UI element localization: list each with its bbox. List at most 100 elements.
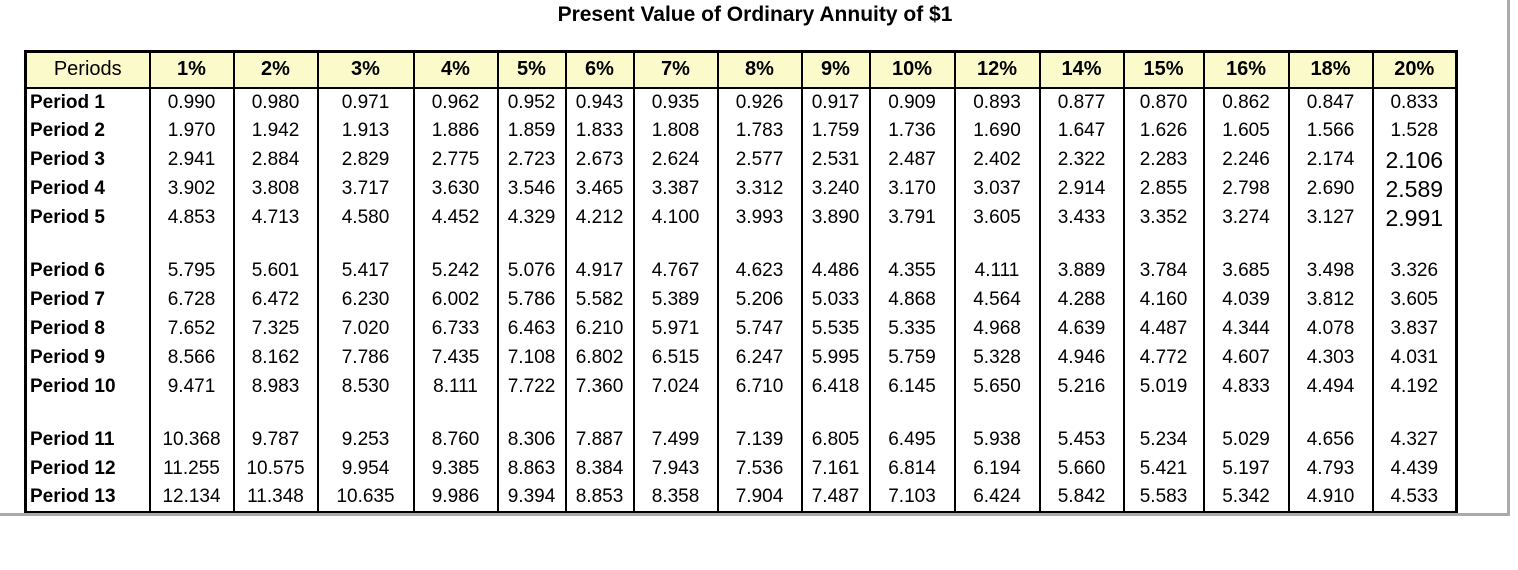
pane-bottom-divider bbox=[0, 513, 1510, 516]
table-cell: 3.433 bbox=[1038, 203, 1125, 233]
table-cell: 3.630 bbox=[412, 174, 499, 204]
table-cell: 6.515 bbox=[632, 343, 719, 373]
column-header-periods: Periods bbox=[24, 50, 151, 89]
annuity-factor-table: Periods 1% 2% 3% 4% 5% 6% 7% 8% 9% 10% 12% 14% 15% 16%… bbox=[24, 50, 1458, 514]
spacer-cell bbox=[232, 232, 319, 257]
table-cell: 1.605 bbox=[1202, 116, 1290, 146]
table-cell: 3.498 bbox=[1287, 256, 1374, 286]
spacer-cell bbox=[953, 232, 1041, 257]
table-cell: 3.240 bbox=[800, 174, 871, 204]
table-cell: 8.358 bbox=[632, 483, 719, 513]
page-title: Present Value of Ordinary Annuity of $1 bbox=[557, 3, 953, 26]
table-cell: 1.913 bbox=[316, 116, 415, 146]
table-cell: 5.660 bbox=[1038, 454, 1125, 484]
table-cell: 3.784 bbox=[1122, 256, 1205, 286]
row-label: Period 11 bbox=[24, 425, 151, 455]
table-cell: 3.465 bbox=[564, 174, 635, 204]
row-label: Period 5 bbox=[24, 203, 151, 233]
table-cell: 4.580 bbox=[316, 203, 415, 233]
table-cell: 5.417 bbox=[316, 256, 415, 286]
table-cell: 6.424 bbox=[953, 483, 1041, 513]
table-cell: 0.877 bbox=[1038, 87, 1125, 117]
table-cell: 4.853 bbox=[148, 203, 235, 233]
table-cell: 7.360 bbox=[564, 372, 635, 402]
table-cell: 6.194 bbox=[953, 454, 1041, 484]
table-cell: 4.494 bbox=[1287, 372, 1374, 402]
table-row: Period 5 4.853 4.713 4.580 4.452 4.329 4.212 4.… bbox=[24, 203, 1458, 233]
table-cell: 6.710 bbox=[716, 372, 803, 402]
row-label: Period 7 bbox=[24, 285, 151, 315]
spacer-cell bbox=[148, 232, 235, 257]
table-cell: 5.650 bbox=[953, 372, 1041, 402]
spacer-cell bbox=[564, 401, 635, 426]
table-cell: 8.111 bbox=[412, 372, 499, 402]
table-cell: 1.647 bbox=[1038, 116, 1125, 146]
spacer-cell bbox=[1038, 401, 1125, 426]
header-row: Periods 1% 2% 3% 4% 5% 6% 7% 8% 9% 10% 12% 14% 15% 16%… bbox=[24, 50, 1458, 89]
table-cell: 7.161 bbox=[800, 454, 871, 484]
spacer-cell bbox=[868, 401, 956, 426]
table-cell: 6.230 bbox=[316, 285, 415, 315]
table-cell: 4.772 bbox=[1122, 343, 1205, 373]
table-cell: 3.605 bbox=[953, 203, 1041, 233]
spacer-cell bbox=[632, 401, 719, 426]
spacer-cell bbox=[1122, 401, 1205, 426]
table-cell: 3.791 bbox=[868, 203, 956, 233]
table-cell: 6.728 bbox=[148, 285, 235, 315]
row-label: Period 1 bbox=[24, 87, 151, 117]
column-header: 16% bbox=[1202, 50, 1290, 89]
spacer-cell bbox=[24, 232, 151, 257]
table-cell: 7.108 bbox=[496, 343, 567, 373]
table-cell: 10.368 bbox=[148, 425, 235, 455]
table-cell: 3.170 bbox=[868, 174, 956, 204]
table-row: Period 12 11.255 10.575 9.954 9.385 8.863 8.38… bbox=[24, 454, 1458, 484]
table-cell: 5.995 bbox=[800, 343, 871, 373]
table-cell: 5.076 bbox=[496, 256, 567, 286]
table-cell: 0.917 bbox=[800, 87, 871, 117]
spacer-cell bbox=[412, 232, 499, 257]
table-cell: 7.499 bbox=[632, 425, 719, 455]
table-cell: 5.342 bbox=[1202, 483, 1290, 513]
table-cell: 6.463 bbox=[496, 314, 567, 344]
table-cell: 3.037 bbox=[953, 174, 1041, 204]
table-cell: 7.943 bbox=[632, 454, 719, 484]
table-cell: 9.394 bbox=[496, 483, 567, 513]
table-cell: 4.793 bbox=[1287, 454, 1374, 484]
table-cell: 5.971 bbox=[632, 314, 719, 344]
table-cell: 0.862 bbox=[1202, 87, 1290, 117]
table-cell: 4.486 bbox=[800, 256, 871, 286]
table-cell: 4.564 bbox=[953, 285, 1041, 315]
table-cell: 11.348 bbox=[232, 483, 319, 513]
table-cell: 1.736 bbox=[868, 116, 956, 146]
table-cell: 4.031 bbox=[1371, 343, 1458, 373]
table-cell: 4.327 bbox=[1371, 425, 1458, 455]
spacer-cell bbox=[1287, 401, 1374, 426]
table-cell: 9.986 bbox=[412, 483, 499, 513]
table-cell: 2.283 bbox=[1122, 145, 1205, 175]
column-header: 1% bbox=[148, 50, 235, 89]
table-cell: 7.435 bbox=[412, 343, 499, 373]
table-cell: 4.212 bbox=[564, 203, 635, 233]
table-cell: 3.808 bbox=[232, 174, 319, 204]
table-cell: 10.635 bbox=[316, 483, 415, 513]
table-cell: 2.690 bbox=[1287, 174, 1374, 204]
table-cell: 3.685 bbox=[1202, 256, 1290, 286]
row-label: Period 12 bbox=[24, 454, 151, 484]
table-cell: 3.902 bbox=[148, 174, 235, 204]
row-label: Period 8 bbox=[24, 314, 151, 344]
row-label: Period 4 bbox=[24, 174, 151, 204]
table-cell: 4.192 bbox=[1371, 372, 1458, 402]
table-cell: 5.759 bbox=[868, 343, 956, 373]
table-cell: 3.127 bbox=[1287, 203, 1374, 233]
spacer-cell bbox=[1371, 401, 1458, 426]
table-cell: 0.893 bbox=[953, 87, 1041, 117]
column-header: 6% bbox=[564, 50, 635, 89]
table-row: Period 9 8.566 8.162 7.786 7.435 7.108 6.802 6.… bbox=[24, 343, 1458, 373]
spacer-cell bbox=[1122, 232, 1205, 257]
table-cell: 4.533 bbox=[1371, 483, 1458, 513]
table-cell: 9.385 bbox=[412, 454, 499, 484]
table-cell: 6.210 bbox=[564, 314, 635, 344]
spacer-cell bbox=[868, 232, 956, 257]
table-row: Period 4 3.902 3.808 3.717 3.630 3.546 3.465 3.… bbox=[24, 174, 1458, 204]
row-label: Period 10 bbox=[24, 372, 151, 402]
